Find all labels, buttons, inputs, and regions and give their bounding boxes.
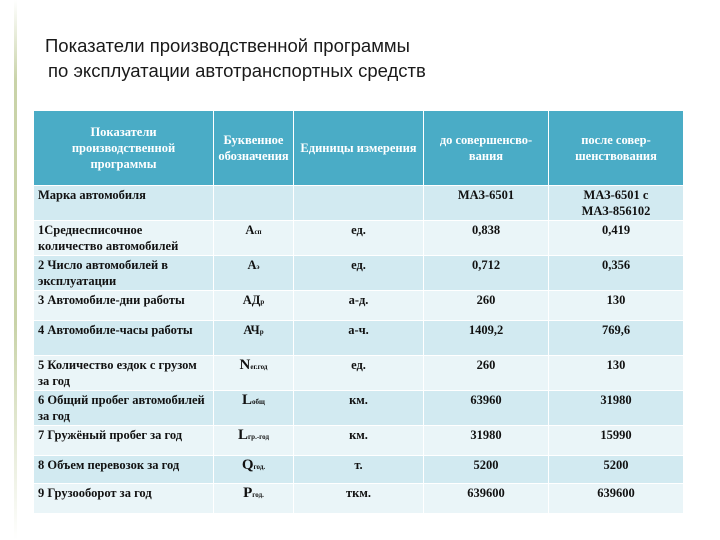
symbol-sub: общ [252,398,265,406]
symbol-base: АЧ [243,323,260,337]
title-line: Показатели производственной программы [45,35,410,56]
symbol-cell: Lгр.-год [213,425,294,456]
label-cell: Марка автомобиля [33,185,214,221]
symbol-base: L [242,392,253,408]
symbol-base: N [239,357,251,373]
symbol-sub: р [260,298,265,306]
symbol-cell: Асп [213,220,294,256]
symbol-sub: год. [253,463,266,471]
row: 1Среднесписочное количество автомобилей А… [33,220,684,256]
symbol-base: Р [243,485,253,501]
value-cell: 15990 [548,425,684,456]
symbol-cell: АДр [213,290,294,321]
value-cell: 31980 [548,390,684,426]
title: Показатели производственной программы по… [45,33,426,83]
value-cell: МАЗ-6501 с МАЗ-856102 [548,185,684,221]
label-cell: 9 Грузооборот за год [33,483,214,514]
row: 7 Гружёный пробег за год Lгр.-год км. 31980… [33,425,684,456]
row: 9 Грузооборот за год Ргод. ткм. 639600 63960… [33,483,684,514]
label-cell: 7 Гружёный пробег за год [33,425,214,456]
header-cell: до совершенсво-вания [423,110,549,186]
symbol-base: L [237,427,248,443]
unit-cell [293,185,424,221]
symbol-base: А [247,258,257,272]
symbol-cell: Аэ [213,255,294,291]
symbol-cell: АЧр [213,320,294,356]
row: 6 Общий пробег автомобилей за год Lобщ км.… [33,390,684,426]
value-cell: 130 [548,290,684,321]
value-cell: 1409,2 [423,320,549,356]
value-cell: 0,419 [548,220,684,256]
label-cell: 4 Автомобиле-часы работы [33,320,214,356]
unit-cell: ед. [293,255,424,291]
value-cell: 0,356 [548,255,684,291]
symbol-cell [213,185,294,221]
value-cell: 5200 [423,455,549,484]
symbol-cell: Ргод. [213,483,294,514]
unit-cell: км. [293,390,424,426]
decor-line [14,0,17,540]
row: Марка автомобиля МАЗ-6501 МАЗ-6501 с МАЗ-8… [33,185,684,221]
label-cell: 1Среднесписочное количество автомобилей [33,220,214,256]
value-cell: 0,838 [423,220,549,256]
table-body: Марка автомобиля МАЗ-6501 МАЗ-6501 с МАЗ-8… [33,185,684,514]
symbol-sub: ег.год [250,363,268,371]
header-cell: после совер-шенствования [548,110,684,186]
unit-cell: а-д. [293,290,424,321]
label-cell: 8 Объем перевозок за год [33,455,214,484]
unit-cell: км. [293,425,424,456]
value-cell: 130 [548,355,684,391]
table: Показатели производственной программы Бук… [33,110,684,514]
value-cell: 31980 [423,425,549,456]
row: 8 Объем перевозок за год Qгод. т. 5200 5200 [33,455,684,484]
value-cell: 639600 [423,483,549,514]
value-cell: 260 [423,290,549,321]
symbol-sub: э [256,263,260,271]
header-cell: Единицы измерения [293,110,424,186]
symbol-sub: гр.-год [248,433,269,441]
row: 2 Число автомобилей в эксплуатации Аэ ед. 0… [33,255,684,291]
value-cell: МАЗ-6501 [423,185,549,221]
label-cell: 6 Общий пробег автомобилей за год [33,390,214,426]
symbol-base: АД [242,293,261,307]
unit-cell: ткм. [293,483,424,514]
symbol-sub: сп [254,228,262,236]
header-row: Показатели производственной программы Бук… [33,110,684,186]
unit-cell: ед. [293,355,424,391]
row: 5 Количество ездок с грузом за год Nег.го… [33,355,684,391]
row: 4 Автомобиле-часы работы АЧр а-ч. 1409,2 769… [33,320,684,356]
row: 3 Автомобиле-дни работы АДр а-д. 260 130 [33,290,684,321]
symbol-sub: год. [252,491,264,499]
symbol-cell: Lобщ [213,390,294,426]
header-cell: Показатели производственной программы [33,110,214,186]
label-cell: 5 Количество ездок с грузом за год [33,355,214,391]
label-cell: 3 Автомобиле-дни работы [33,290,214,321]
value-cell: 5200 [548,455,684,484]
value-cell: 639600 [548,483,684,514]
unit-cell: ед. [293,220,424,256]
unit-cell: а-ч. [293,320,424,356]
value-cell: 769,6 [548,320,684,356]
symbol-base: А [245,223,255,237]
symbol-sub: р [259,328,264,336]
header-cell: Буквенное обозначения [213,110,294,186]
unit-cell: т. [293,455,424,484]
symbol-cell: Nег.год [213,355,294,391]
value-cell: 0,712 [423,255,549,291]
symbol-cell: Qгод. [213,455,294,484]
value-cell: 260 [423,355,549,391]
label-cell: 2 Число автомобилей в эксплуатации [33,255,214,291]
title-line: по эксплуатации автотранспортных средств [48,60,426,81]
symbol-base: Q [241,457,254,473]
value-cell: 63960 [423,390,549,426]
